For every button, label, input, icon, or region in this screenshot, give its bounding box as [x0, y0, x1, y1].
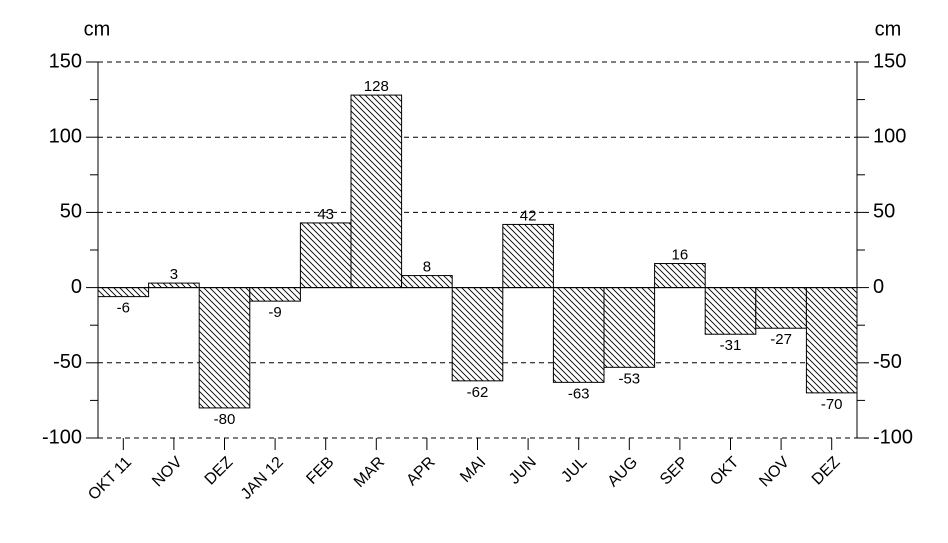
- y-tick-label: 0: [71, 276, 82, 298]
- y2-tick-label: -100: [873, 426, 913, 448]
- bar: [148, 282, 200, 289]
- data-label: 16: [672, 247, 689, 264]
- bar: [704, 287, 757, 335]
- bar: [805, 287, 858, 394]
- data-label: -63: [568, 385, 590, 402]
- y2-tick-label: 100: [873, 125, 906, 147]
- y2-tick-label: -50: [873, 351, 902, 373]
- bar: [299, 222, 352, 289]
- bar: [451, 287, 504, 382]
- data-label: -80: [214, 411, 236, 428]
- data-label: -6: [117, 300, 130, 317]
- y-tick-label: -50: [53, 351, 82, 373]
- bar: [552, 287, 605, 383]
- y2-tick-label: 150: [873, 50, 906, 72]
- y2-tick-label: 50: [873, 201, 895, 223]
- bar: [502, 223, 554, 289]
- data-label: -70: [821, 396, 843, 413]
- bar: [654, 263, 706, 289]
- y-tick-label: 100: [49, 125, 82, 147]
- bar: [603, 287, 656, 368]
- bar: [198, 287, 251, 409]
- y2-tick-label: 0: [873, 276, 884, 298]
- y-tick-label: 50: [60, 201, 82, 223]
- y2-axis-label: cm: [875, 18, 902, 40]
- bar: [401, 275, 453, 289]
- bar: [350, 94, 403, 289]
- data-label: -31: [720, 337, 742, 354]
- data-label: 3: [170, 266, 178, 283]
- y-tick-label: 150: [49, 50, 82, 72]
- data-label: 128: [364, 78, 389, 95]
- data-label: 43: [317, 206, 334, 223]
- data-label: -53: [618, 370, 640, 387]
- y-axis-label: cm: [84, 18, 111, 40]
- bar: [97, 287, 150, 298]
- y-tick-label: -100: [42, 426, 82, 448]
- bar: [249, 287, 301, 302]
- data-label: -27: [770, 331, 792, 348]
- bar: [755, 287, 807, 329]
- data-label: -9: [268, 304, 281, 321]
- data-label: 42: [520, 207, 537, 224]
- data-label: -62: [467, 384, 489, 401]
- data-label: 8: [423, 259, 431, 276]
